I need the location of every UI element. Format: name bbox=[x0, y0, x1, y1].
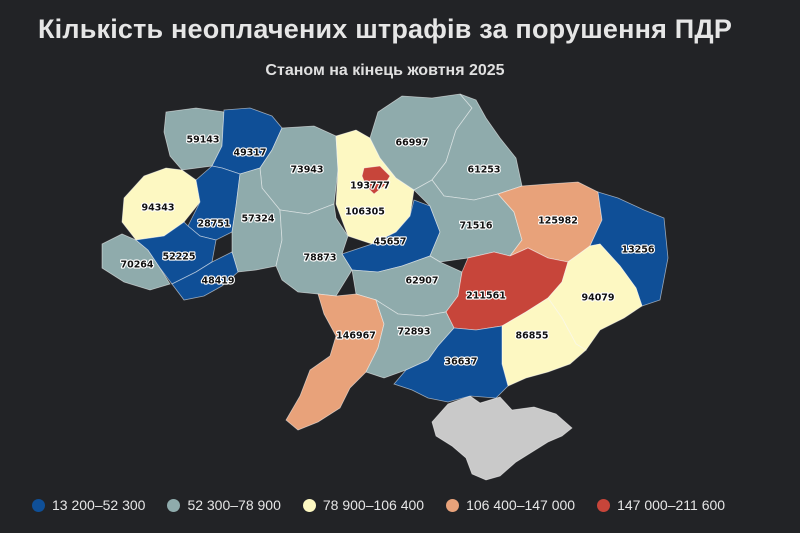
chart-title: Кількість неоплачених штрафів за порушен… bbox=[37, 14, 733, 44]
label-kyiv-oblast: 106305 bbox=[345, 207, 385, 218]
region-khmelnytskyi bbox=[231, 167, 283, 273]
legend-label: 13 200–52 300 bbox=[52, 497, 146, 513]
label-ternopil: 28751 bbox=[197, 219, 230, 230]
label-donetsk: 94079 bbox=[581, 293, 614, 304]
region-ivano-frankivsk bbox=[135, 221, 217, 285]
region-kyiv-city bbox=[361, 165, 391, 195]
label-kirovohrad: 62907 bbox=[405, 276, 438, 287]
region-vinnytsia bbox=[275, 203, 353, 297]
legend-item: 13 200–52 300 bbox=[32, 497, 145, 513]
legend-item: 78 900–106 400 bbox=[302, 497, 425, 513]
legend-item: 52 300–78 900 bbox=[167, 497, 281, 513]
label-cherkasy: 45657 bbox=[373, 237, 406, 248]
region-zakarpattia bbox=[101, 233, 171, 291]
label-ivano-frankivsk: 52225 bbox=[162, 252, 195, 263]
label-zakarpattia: 70264 bbox=[120, 260, 153, 271]
label-kherson: 36637 bbox=[444, 357, 477, 368]
legend-swatch bbox=[32, 498, 45, 512]
legend: 13 200–52 300 52 300–78 900 78 900–106 4… bbox=[32, 497, 725, 513]
region-kherson bbox=[393, 325, 509, 403]
legend-swatch bbox=[302, 498, 316, 512]
label-kharkiv: 125982 bbox=[538, 216, 578, 227]
region-crimea bbox=[431, 395, 573, 481]
legend-swatch bbox=[597, 498, 611, 512]
legend-label: 78 900–106 400 bbox=[322, 497, 425, 513]
label-chernivtsi: 48419 bbox=[201, 276, 234, 287]
label-luhansk: 13256 bbox=[621, 245, 654, 256]
label-lviv: 94343 bbox=[141, 203, 174, 214]
legend-item: 106 400–147 000 bbox=[446, 497, 575, 513]
legend-swatch bbox=[167, 498, 181, 512]
legend-label: 147 000–211 600 bbox=[617, 497, 726, 513]
region-odesa bbox=[285, 293, 385, 431]
legend-label: 106 400–147 000 bbox=[466, 497, 576, 513]
label-chernihiv: 66997 bbox=[395, 138, 428, 149]
chart-subtitle: Станом на кінець жовтня 2025 bbox=[265, 62, 505, 79]
region-chernivtsi bbox=[171, 251, 239, 301]
label-mykolaiv: 72893 bbox=[397, 327, 430, 338]
label-sumy: 61253 bbox=[467, 165, 500, 176]
label-poltava: 71516 bbox=[459, 221, 492, 232]
legend-item: 147 000–211 600 bbox=[597, 497, 725, 513]
label-vinnytsia: 78873 bbox=[303, 253, 336, 264]
legend-swatch bbox=[446, 498, 460, 512]
label-khmelnytskyi: 57324 bbox=[241, 214, 274, 225]
label-odesa: 146967 bbox=[336, 331, 376, 342]
label-zhytomyr: 73943 bbox=[290, 165, 323, 176]
legend-label: 52 300–78 900 bbox=[187, 497, 281, 513]
label-rivne: 49317 bbox=[233, 148, 266, 159]
label-zaporizhzhia: 86855 bbox=[515, 331, 548, 342]
label-kyiv-city: 193777 bbox=[350, 181, 390, 192]
label-dnipropetrovsk: 211561 bbox=[466, 291, 506, 302]
label-volyn: 59143 bbox=[186, 135, 219, 146]
